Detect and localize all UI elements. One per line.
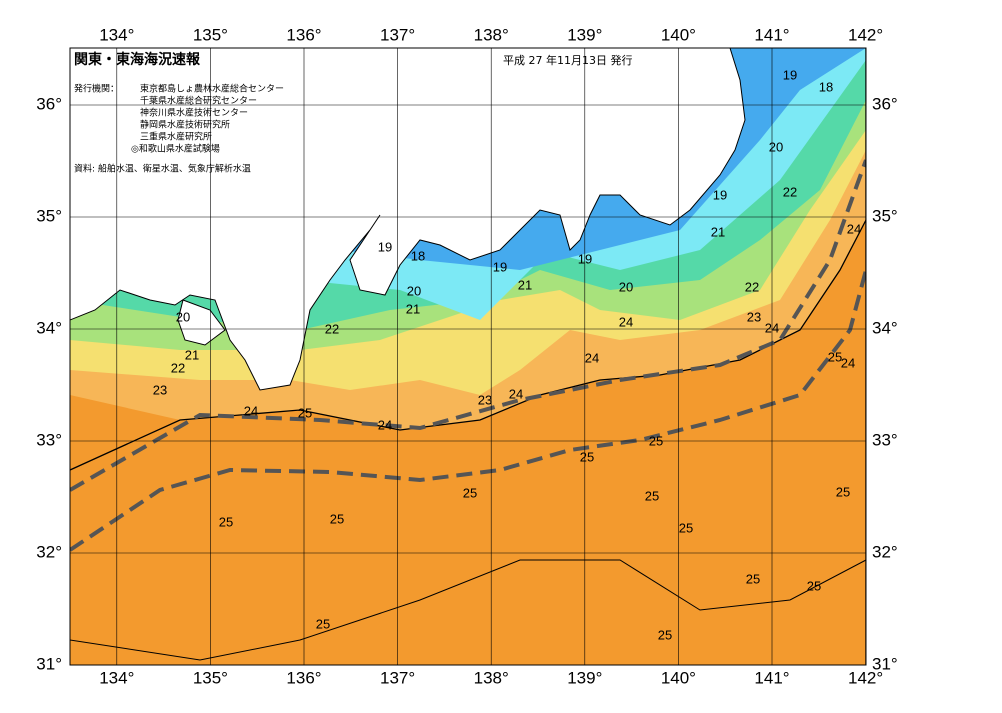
- lon-label-bottom: 138°: [474, 668, 509, 687]
- contour-label: 25: [316, 616, 330, 631]
- contour-label: 23: [478, 392, 492, 407]
- lat-label-right: 34°: [872, 318, 898, 337]
- contour-label: 24: [585, 350, 599, 365]
- lon-label-bottom: 135°: [193, 668, 228, 687]
- contour-label: 21: [185, 347, 199, 362]
- contour-label: 25: [219, 514, 233, 529]
- lon-label-top: 138°: [474, 25, 509, 44]
- contour-label: 24: [765, 320, 779, 335]
- lat-label-right: 32°: [872, 542, 898, 561]
- contour-label: 25: [298, 405, 312, 420]
- contour-label: 20: [176, 309, 190, 324]
- temperature-field: [70, 48, 866, 665]
- lon-label-top: 142°: [848, 25, 883, 44]
- lon-label-top: 135°: [193, 25, 228, 44]
- lat-label-left: 33°: [36, 430, 62, 449]
- issuer: ◎和歌山県水産試験場: [131, 143, 220, 155]
- contour-label: 25: [463, 485, 477, 500]
- contour-label: 24: [619, 314, 633, 329]
- contour-label: 19: [493, 259, 507, 274]
- title: 関東・東海海況速報: [74, 51, 201, 68]
- issuers: 東京都島しょ農林水産総合センター千葉県水産総合研究センター神奈川県水産技術センタ…: [131, 83, 284, 155]
- contour-label: 18: [819, 79, 833, 94]
- contour-label: 24: [509, 386, 523, 401]
- contour-label: 22: [325, 321, 339, 336]
- lat-label-left: 35°: [36, 206, 62, 225]
- lon-label-top: 136°: [286, 25, 321, 44]
- lon-label-top: 139°: [567, 25, 602, 44]
- contour-label: 20: [769, 139, 783, 154]
- issuer: 東京都島しょ農林水産総合センター: [140, 83, 284, 95]
- contour-label: 25: [645, 488, 659, 503]
- lat-label-left: 34°: [36, 318, 62, 337]
- lon-label-bottom: 142°: [848, 668, 883, 687]
- lon-label-top: 134°: [99, 25, 134, 44]
- contour-label: 25: [746, 571, 760, 586]
- contour-label: 25: [330, 511, 344, 526]
- lat-label-left: 36°: [36, 94, 62, 113]
- contour-label: 24: [244, 403, 258, 418]
- lon-label-bottom: 137°: [380, 668, 415, 687]
- lon-label-bottom: 139°: [567, 668, 602, 687]
- contour-label: 22: [783, 184, 797, 199]
- lon-label-top: 137°: [380, 25, 415, 44]
- lat-label-right: 33°: [872, 430, 898, 449]
- contour-label: 25: [836, 484, 850, 499]
- contour-label: 24: [841, 355, 855, 370]
- contour-label: 25: [679, 520, 693, 535]
- contour-label: 22: [171, 360, 185, 375]
- issue-date: 平成 27 年11月13日 発行: [503, 53, 632, 67]
- contour-label: 19: [378, 239, 392, 254]
- contour-label: 21: [518, 277, 532, 292]
- lon-label-bottom: 141°: [754, 668, 789, 687]
- contour-label: 25: [649, 433, 663, 448]
- lat-label-right: 36°: [872, 94, 898, 113]
- issuer-label: 発行機関：: [74, 83, 119, 95]
- issuer: 神奈川県水産技術センター: [140, 107, 248, 119]
- contour-label: 19: [783, 67, 797, 82]
- source: 資料: 船舶水温、衛星水温、気象庁解析水温: [74, 163, 251, 175]
- contour-label: 23: [153, 382, 167, 397]
- contour-label: 21: [406, 301, 420, 316]
- lon-label-bottom: 134°: [99, 668, 134, 687]
- issuer: 三重県水産研究所: [140, 131, 212, 143]
- lon-label-top: 140°: [661, 25, 696, 44]
- lon-label-bottom: 140°: [661, 668, 696, 687]
- contour-label: 24: [847, 221, 861, 236]
- contour-label: 20: [407, 283, 421, 298]
- contour-label: 19: [578, 251, 592, 266]
- contour-label: 20: [619, 279, 633, 294]
- issuer: 静岡県水産技術研究所: [140, 119, 230, 131]
- lat-label-left: 32°: [36, 542, 62, 561]
- contour-label: 25: [807, 578, 821, 593]
- contour-label: 22: [745, 279, 759, 294]
- lat-label-left: 31°: [36, 654, 62, 673]
- contour-label: 21: [711, 224, 725, 239]
- lon-label-bottom: 136°: [286, 668, 321, 687]
- lat-label-right: 35°: [872, 206, 898, 225]
- contour-label: 24: [378, 417, 392, 432]
- map-frame: [69, 47, 867, 666]
- lon-label-top: 141°: [754, 25, 789, 44]
- issuer: 千葉県水産総合研究センター: [140, 95, 257, 107]
- contour-label: 25: [828, 349, 842, 364]
- contour-label: 23: [747, 309, 761, 324]
- lat-label-right: 31°: [872, 654, 898, 673]
- contour-label: 19: [713, 187, 727, 202]
- contour-label: 25: [580, 449, 594, 464]
- contour-label: 18: [411, 248, 425, 263]
- contour-label: 25: [658, 627, 672, 642]
